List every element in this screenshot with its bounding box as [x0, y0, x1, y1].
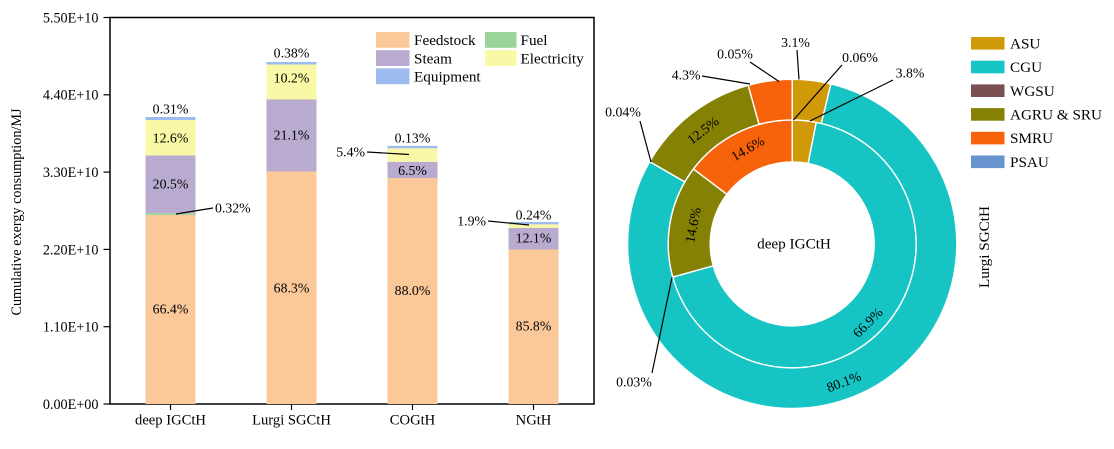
svg-text:Equipment: Equipment	[414, 69, 481, 86]
svg-text:5.4%: 5.4%	[336, 145, 365, 160]
svg-text:4.40E+10: 4.40E+10	[43, 88, 99, 104]
svg-text:COGtH: COGtH	[390, 413, 436, 429]
svg-text:3.8%: 3.8%	[896, 66, 925, 81]
svg-text:0.03%: 0.03%	[616, 375, 652, 390]
svg-text:Lurgi SGCtH: Lurgi SGCtH	[976, 206, 993, 288]
svg-text:4.3%: 4.3%	[672, 68, 701, 83]
svg-text:deep IGCtH: deep IGCtH	[135, 413, 206, 429]
svg-text:SMRU: SMRU	[1010, 130, 1053, 147]
svg-text:88.0%: 88.0%	[395, 283, 431, 298]
svg-text:66.4%: 66.4%	[153, 302, 189, 317]
svg-text:0.04%: 0.04%	[605, 105, 641, 120]
svg-text:1.9%: 1.9%	[457, 214, 486, 229]
svg-text:85.8%: 85.8%	[516, 319, 552, 334]
svg-text:68.3%: 68.3%	[274, 281, 310, 296]
svg-text:PSAU: PSAU	[1010, 154, 1049, 171]
svg-text:0.31%: 0.31%	[153, 102, 189, 117]
svg-text:12.6%: 12.6%	[153, 131, 189, 146]
svg-text:0.24%: 0.24%	[516, 208, 552, 223]
svg-text:21.1%: 21.1%	[274, 128, 310, 143]
svg-text:10.2%: 10.2%	[274, 71, 310, 86]
svg-text:5.50E+10: 5.50E+10	[43, 10, 99, 26]
svg-text:2.20E+10: 2.20E+10	[43, 242, 99, 258]
svg-text:0.00E+00: 0.00E+00	[43, 397, 99, 413]
svg-text:0.05%: 0.05%	[717, 47, 753, 62]
svg-text:CGU: CGU	[1010, 59, 1042, 76]
svg-text:6.5%: 6.5%	[398, 163, 427, 178]
svg-text:Steam: Steam	[414, 50, 452, 67]
svg-text:Feedstock: Feedstock	[414, 32, 476, 49]
svg-text:Fuel: Fuel	[521, 32, 548, 49]
svg-text:0.06%: 0.06%	[842, 50, 878, 65]
svg-text:3.1%: 3.1%	[781, 35, 810, 50]
svg-text:14.6%: 14.6%	[682, 206, 704, 244]
svg-text:0.13%: 0.13%	[395, 131, 431, 146]
svg-text:deep IGCtH: deep IGCtH	[757, 236, 831, 253]
svg-text:0.32%: 0.32%	[215, 201, 251, 216]
svg-text:WGSU: WGSU	[1010, 83, 1055, 100]
svg-text:20.5%: 20.5%	[153, 177, 189, 192]
svg-text:Cumulative exergy consumption/: Cumulative exergy consumption/MJ	[9, 108, 25, 315]
svg-text:Lurgi SGCtH: Lurgi SGCtH	[252, 413, 331, 429]
svg-text:AGRU & SRU: AGRU & SRU	[1010, 107, 1102, 124]
svg-text:0.38%: 0.38%	[274, 46, 310, 61]
svg-text:1.10E+10: 1.10E+10	[43, 320, 99, 336]
svg-text:NGtH: NGtH	[516, 413, 552, 429]
svg-text:Electricity: Electricity	[521, 50, 585, 67]
svg-text:12.1%: 12.1%	[516, 231, 552, 246]
svg-text:ASU: ASU	[1010, 35, 1040, 52]
svg-text:3.30E+10: 3.30E+10	[43, 165, 99, 181]
